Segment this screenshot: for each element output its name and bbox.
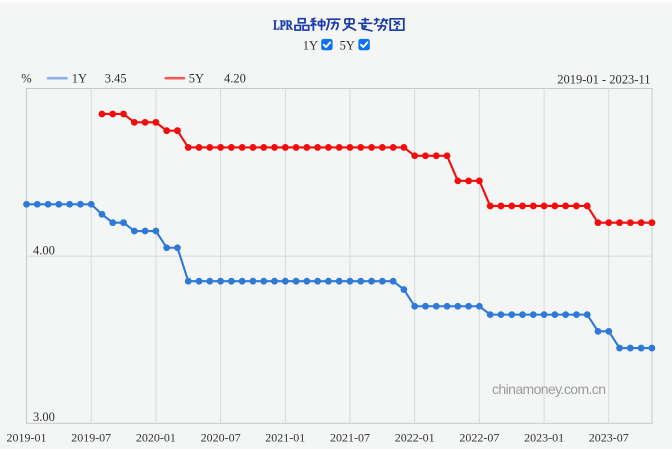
- svg-text:2021-07: 2021-07: [330, 431, 370, 445]
- svg-text:4.00: 4.00: [33, 243, 55, 257]
- svg-text:2021-01: 2021-01: [265, 431, 305, 445]
- svg-text:LPR: LPR: [273, 17, 293, 32]
- svg-text:2023-07: 2023-07: [589, 431, 629, 445]
- svg-text:5Y: 5Y: [340, 39, 355, 53]
- svg-text:%: %: [21, 71, 31, 85]
- svg-text:2022-01: 2022-01: [395, 431, 435, 445]
- svg-text:2020-01: 2020-01: [136, 431, 176, 445]
- svg-text:2019-01: 2019-01: [7, 431, 47, 445]
- svg-text:1Y: 1Y: [303, 39, 318, 53]
- svg-text:3.00: 3.00: [33, 410, 55, 424]
- svg-text:chinamoney.com.cn: chinamoney.com.cn: [492, 381, 606, 397]
- svg-text:2019-01 - 2023-11: 2019-01 - 2023-11: [557, 72, 650, 86]
- svg-text:2020-07: 2020-07: [201, 431, 241, 445]
- svg-text:3.45: 3.45: [105, 71, 127, 85]
- svg-text:1Y: 1Y: [72, 71, 87, 85]
- svg-text:2023-01: 2023-01: [524, 431, 564, 445]
- svg-text:2022-07: 2022-07: [459, 431, 499, 445]
- svg-text:4.20: 4.20: [224, 71, 246, 85]
- svg-text:2019-07: 2019-07: [71, 431, 111, 445]
- svg-text:5Y: 5Y: [189, 71, 204, 85]
